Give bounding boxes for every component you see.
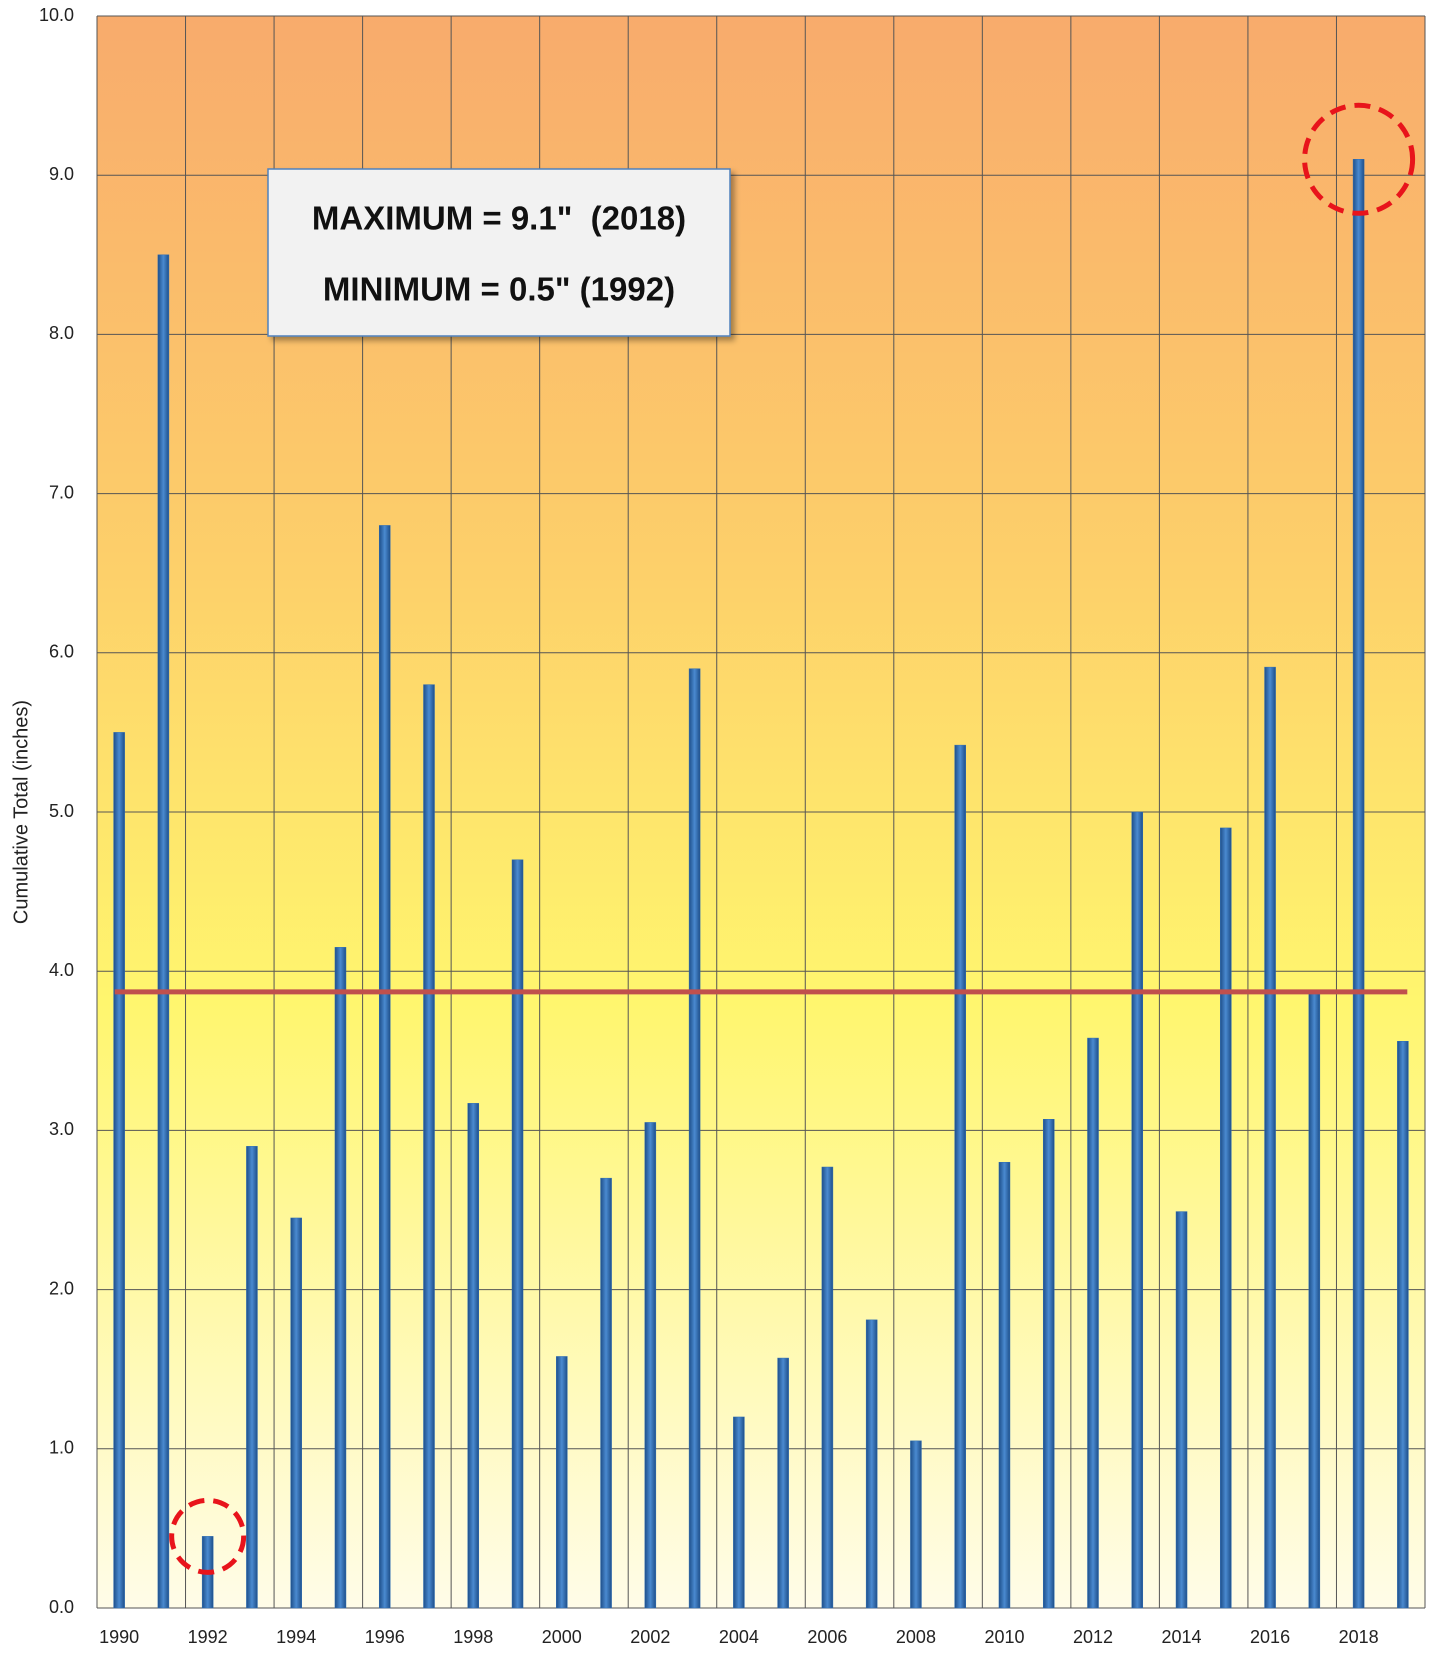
bar	[733, 1416, 745, 1609]
bar	[821, 1166, 834, 1609]
bar	[600, 1177, 612, 1609]
bar	[334, 947, 347, 1609]
bar	[157, 254, 170, 1609]
bar	[1352, 159, 1365, 1609]
x-tick-label: 1994	[276, 1627, 316, 1647]
x-tick-label: 2006	[807, 1627, 847, 1647]
y-tick-label: 7.0	[49, 482, 74, 502]
bar	[954, 744, 966, 1609]
bar	[777, 1357, 789, 1609]
y-tick-label: 5.0	[49, 801, 74, 821]
highlight-circle	[169, 1497, 247, 1575]
y-tick-label: 6.0	[49, 642, 74, 662]
annotation-box	[267, 168, 731, 337]
x-tick-label: 2010	[984, 1627, 1024, 1647]
annotation-text: MAXIMUM = 9.1" (2018)	[312, 200, 686, 237]
bar	[1042, 1119, 1055, 1609]
x-tick-label: 1990	[99, 1627, 139, 1647]
bar	[1131, 811, 1144, 1609]
bar	[1175, 1211, 1188, 1609]
x-tick-label: 2018	[1339, 1627, 1379, 1647]
x-tick-label: 2014	[1162, 1627, 1202, 1647]
bar	[467, 1103, 480, 1609]
bar	[378, 525, 391, 1609]
bar	[910, 1440, 922, 1609]
bar	[290, 1217, 302, 1609]
x-tick-label: 2012	[1073, 1627, 1113, 1647]
bar	[1264, 666, 1276, 1609]
y-tick-label: 10.0	[39, 5, 74, 25]
x-tick-label: 1992	[188, 1627, 228, 1647]
annotation-text: MINIMUM = 0.5" (1992)	[323, 271, 675, 308]
y-tick-label: 0.0	[49, 1597, 74, 1617]
bar	[246, 1146, 258, 1609]
x-tick-label: 2004	[719, 1627, 759, 1647]
bar	[556, 1356, 568, 1609]
bar	[644, 1122, 657, 1609]
bar	[423, 684, 435, 1609]
bar	[1087, 1037, 1099, 1609]
bar	[1397, 1040, 1409, 1609]
bar	[688, 668, 701, 1609]
x-tick-label: 1998	[453, 1627, 493, 1647]
x-tick-label: 1996	[365, 1627, 405, 1647]
bar	[113, 732, 125, 1609]
y-tick-label: 9.0	[49, 164, 74, 184]
bar	[511, 859, 524, 1609]
x-tick-label: 2008	[896, 1627, 936, 1647]
highlight-circle	[1302, 102, 1416, 216]
bar	[1220, 827, 1232, 1609]
y-tick-label: 4.0	[49, 960, 74, 980]
x-tick-label: 2000	[542, 1627, 582, 1647]
x-tick-label: 2002	[630, 1627, 670, 1647]
x-tick-label: 2016	[1250, 1627, 1290, 1647]
y-tick-label: 3.0	[49, 1119, 74, 1139]
y-tick-label: 1.0	[49, 1438, 74, 1458]
y-tick-label: 8.0	[49, 323, 74, 343]
bar	[865, 1319, 878, 1609]
bar	[998, 1161, 1011, 1609]
y-axis-title: Cumulative Total (inches)	[10, 700, 32, 924]
bar	[1308, 991, 1321, 1609]
y-tick-label: 2.0	[49, 1278, 74, 1298]
